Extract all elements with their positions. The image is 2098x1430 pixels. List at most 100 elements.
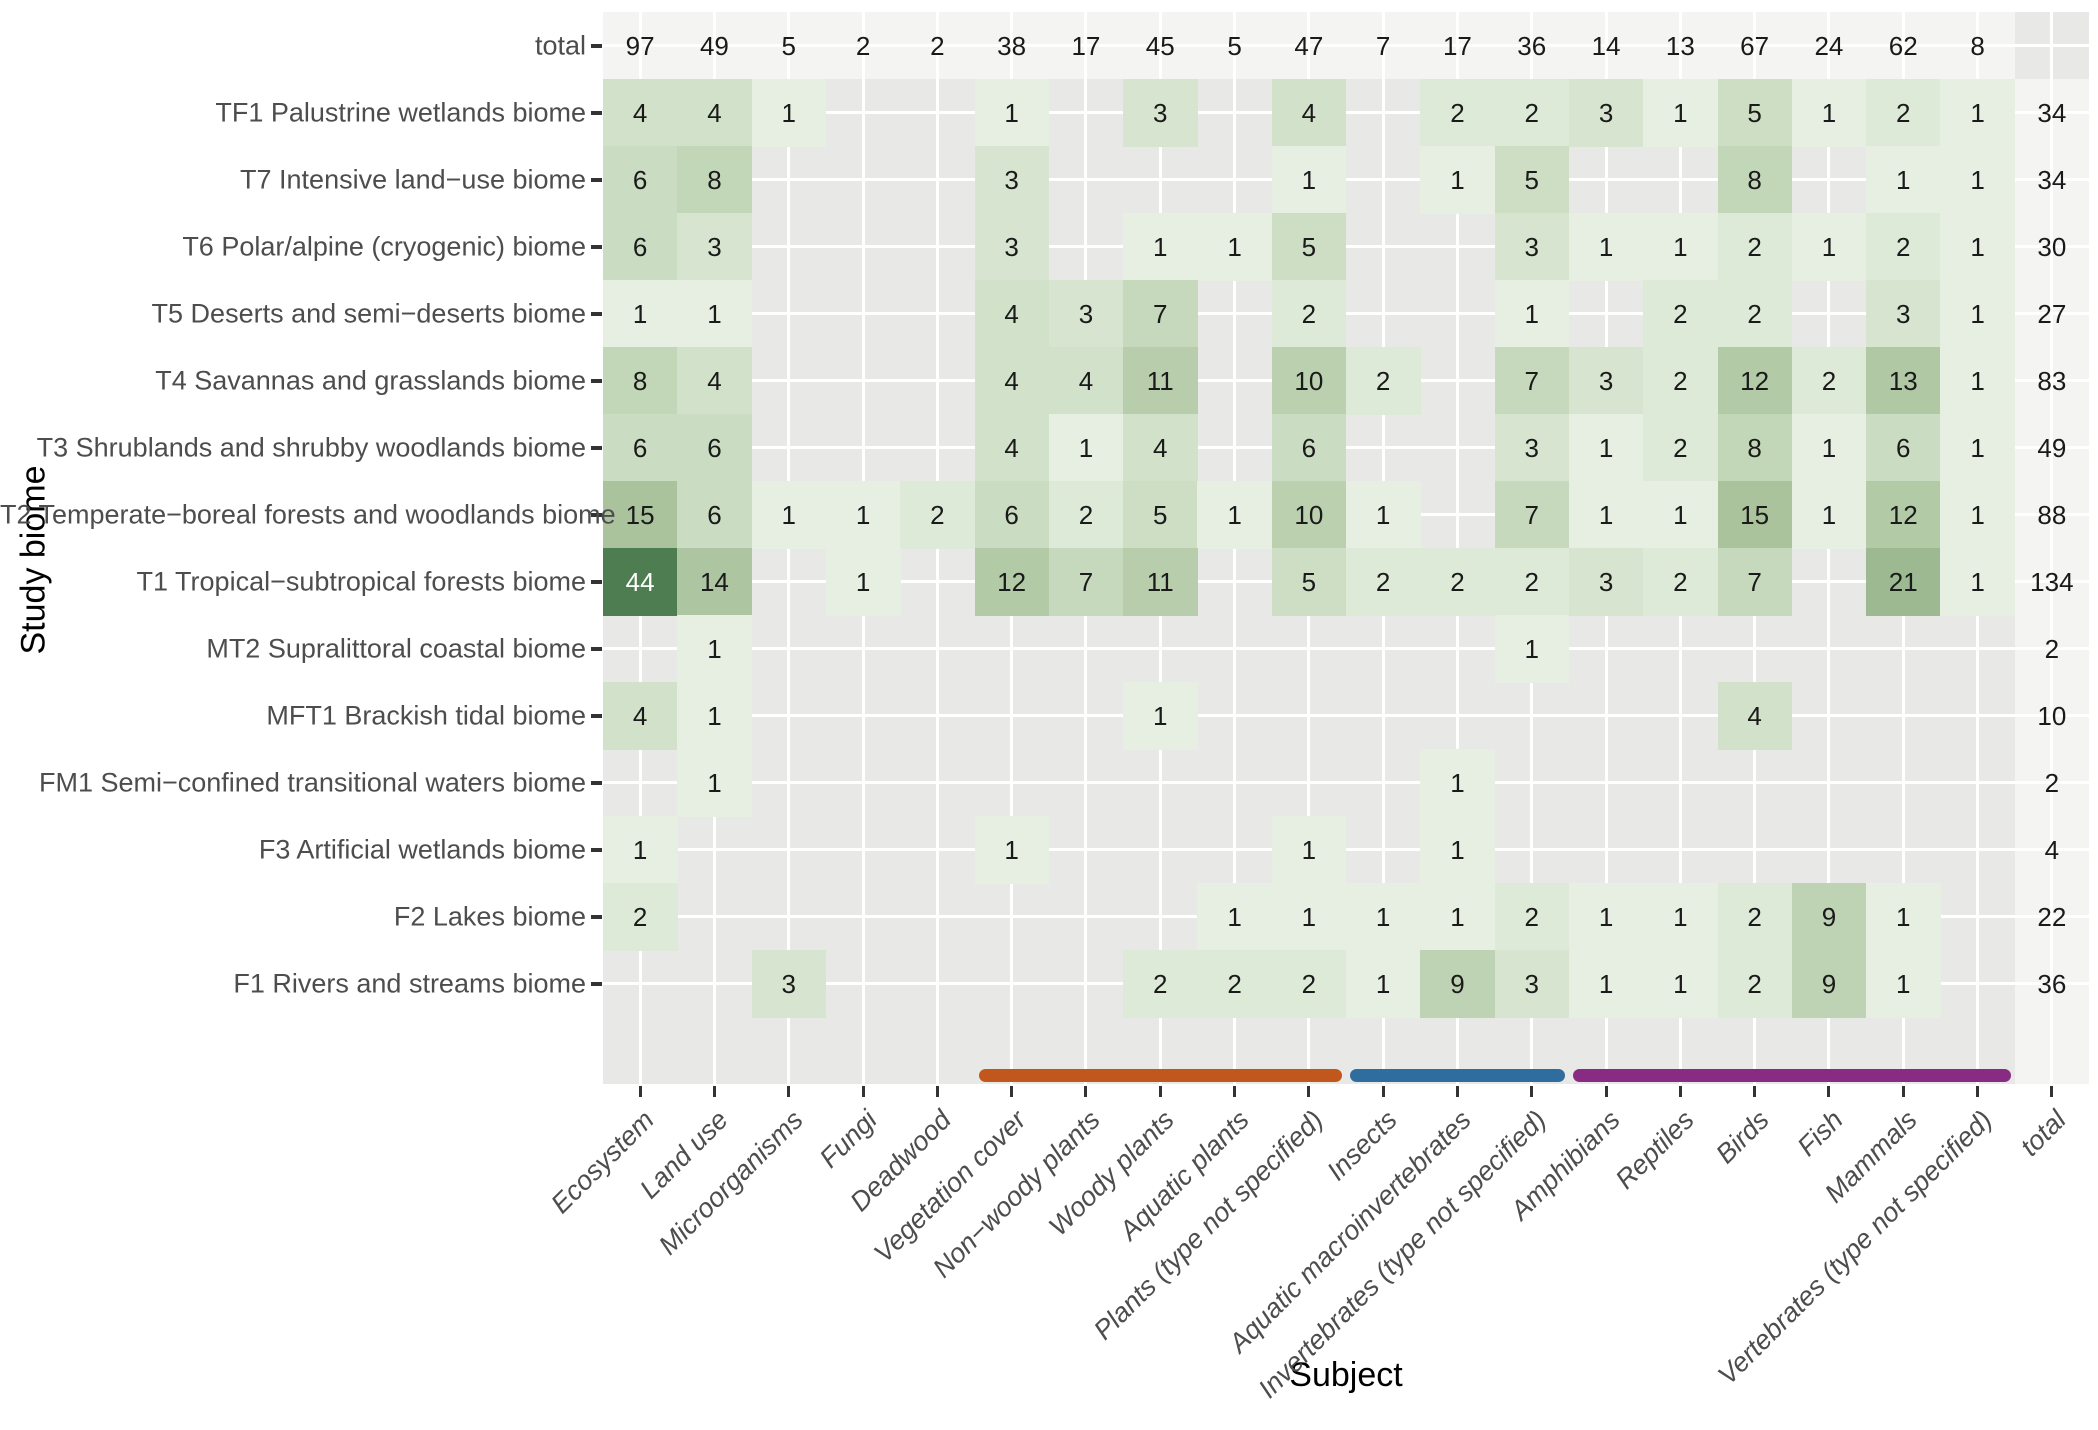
- y-axis-tick: [591, 311, 602, 316]
- cell-value: 1: [1227, 231, 1242, 262]
- cell-value: 4: [1004, 432, 1019, 463]
- heatmap-cell: [1123, 682, 1198, 750]
- heatmap-cell: [677, 615, 753, 683]
- cell-value: 44: [625, 566, 655, 597]
- cell-value: 1: [1375, 901, 1391, 932]
- heatmap-cell: [603, 682, 678, 750]
- heatmap-cell: [1866, 213, 1941, 281]
- cell-value: 1: [1227, 499, 1242, 530]
- cell-value: 1: [1375, 968, 1391, 999]
- heatmap-cell: [1494, 548, 1570, 616]
- cell-value: 7: [1524, 365, 1539, 396]
- row-label: T7 Intensive land−use biome: [240, 164, 586, 194]
- x-axis-tick: [1307, 1086, 1311, 1097]
- column-total-value: 47: [1294, 30, 1324, 61]
- gridline-horizontal: [603, 714, 2089, 717]
- cell-value: 1: [1450, 767, 1465, 798]
- cell-value: 2: [1375, 566, 1391, 597]
- heatmap-cell: [1940, 146, 2016, 214]
- cell-value: 2: [1821, 365, 1837, 396]
- row-label: F2 Lakes biome: [393, 901, 586, 931]
- cell-value: 6: [707, 499, 722, 530]
- vertebrates-group-bar: [1572, 1069, 2011, 1082]
- cell-value: 1: [1970, 298, 1985, 329]
- cell-value: 1: [1450, 164, 1465, 195]
- row-label: FM1 Semi−confined transitional waters bi…: [38, 767, 586, 797]
- heatmap-cell: [825, 481, 901, 549]
- heatmap-cell: [603, 347, 678, 415]
- cell-value: 1: [707, 767, 722, 798]
- cell-value: 3: [707, 231, 722, 262]
- cell-value: 2: [1450, 566, 1465, 597]
- heatmap-cell: [1643, 347, 1718, 415]
- gridline-horizontal: [603, 781, 2089, 784]
- cell-value: 8: [1747, 164, 1762, 195]
- cell-value: 1: [1227, 901, 1242, 932]
- row-total-value: 2: [2044, 767, 2060, 798]
- heatmap-cell: [1197, 950, 1273, 1018]
- cell-value: 1: [1896, 968, 1911, 999]
- cell-value: 11: [1146, 365, 1174, 396]
- heatmap-cell: [1271, 481, 1347, 549]
- cell-value: 1: [1301, 901, 1317, 932]
- cell-value: 1: [1896, 164, 1911, 195]
- heatmap-cell: [1866, 79, 1941, 147]
- heatmap-cell: [1717, 414, 1793, 482]
- column-total-value: 2: [930, 30, 945, 61]
- y-axis-tick: [591, 512, 602, 517]
- heatmap-cell: [1346, 481, 1421, 549]
- heatmap-cell: [1717, 280, 1793, 348]
- heatmap-cell: [677, 749, 753, 817]
- cell-value: 2: [930, 499, 945, 530]
- heatmap-cell: [1866, 883, 1941, 951]
- heatmap-cell: [1123, 213, 1198, 281]
- heatmap-cell: [1346, 883, 1421, 951]
- cell-value: 3: [1598, 566, 1614, 597]
- heatmap-cell: [1271, 816, 1347, 884]
- heatmap-cell: [1568, 213, 1644, 281]
- heatmap-cell: [1271, 347, 1347, 415]
- x-axis-tick: [1084, 1086, 1088, 1097]
- x-axis-tick: [1604, 1086, 1608, 1097]
- cell-value: 4: [707, 97, 722, 128]
- cell-value: 2: [1078, 499, 1094, 530]
- cell-value: 2: [1673, 566, 1688, 597]
- cell-value: 2: [1747, 968, 1762, 999]
- x-axis-tick: [1530, 1086, 1534, 1097]
- heatmap-cell: [1123, 79, 1198, 147]
- heatmap-cell: [603, 213, 678, 281]
- y-axis-tick: [591, 780, 602, 785]
- heatmap-cell: [1494, 414, 1570, 482]
- column-total-value: 62: [1888, 30, 1918, 61]
- y-axis-tick: [591, 177, 602, 182]
- heatmap-cell: [1940, 414, 2016, 482]
- heatmap-cell: [1494, 280, 1570, 348]
- heatmap-cell: [1568, 347, 1644, 415]
- cell-value: 1: [1970, 164, 1985, 195]
- x-axis-tick: [1158, 1086, 1162, 1097]
- cell-value: 9: [1821, 968, 1837, 999]
- heatmap-cell: [603, 79, 678, 147]
- heatmap-cell: [1940, 548, 2016, 616]
- y-axis-tick: [591, 43, 602, 48]
- heatmap-cell: [603, 280, 678, 348]
- column-total-value: 17: [1442, 30, 1472, 61]
- heatmap-cell: [1494, 146, 1570, 214]
- cell-value: 3: [1004, 164, 1019, 195]
- cell-value: 7: [1747, 566, 1762, 597]
- cell-value: 1: [1970, 231, 1985, 262]
- cell-value: 1: [781, 97, 796, 128]
- heatmap-cell: [603, 414, 678, 482]
- heatmap-cell: [1717, 213, 1793, 281]
- cell-value: 3: [1524, 432, 1539, 463]
- cell-value: 1: [855, 499, 871, 530]
- heatmap-cell: [751, 79, 827, 147]
- cell-value: 1: [1598, 231, 1614, 262]
- y-axis-tick: [591, 646, 602, 651]
- heatmap-cell: [1568, 79, 1644, 147]
- cell-value: 5: [1301, 566, 1317, 597]
- heatmap-cell: [1271, 548, 1347, 616]
- heatmap-cell: [677, 213, 753, 281]
- cell-value: 7: [1524, 499, 1539, 530]
